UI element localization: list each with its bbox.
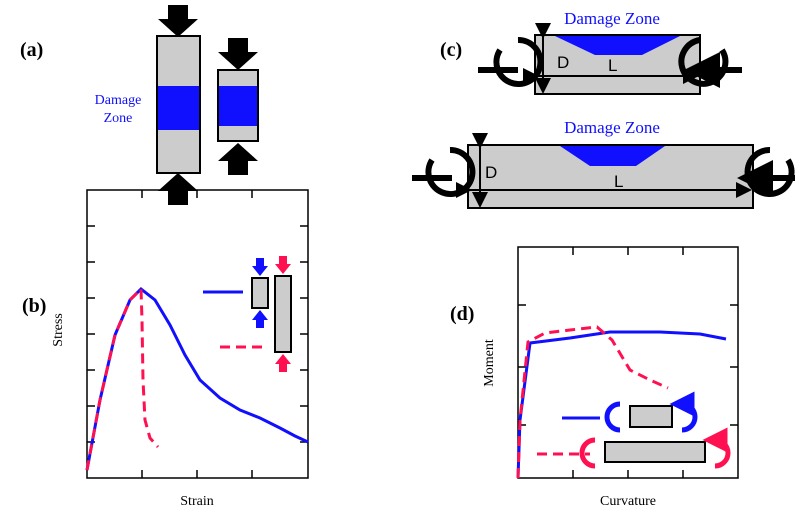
length-label: L <box>614 172 623 191</box>
panel-label: (c) <box>440 39 462 61</box>
panel-d: (d) Moment Curvature <box>450 247 738 509</box>
x-axis-label: Curvature <box>600 494 656 509</box>
y-axis-label: Stress <box>51 313 66 346</box>
length-label: L <box>608 56 617 75</box>
figure: (a) Damage Zone (b) Stress Strain (c) Da… <box>0 0 803 514</box>
legend-beam <box>605 442 705 462</box>
panel-b: (b) Stress Strain <box>22 190 308 509</box>
x-axis-label: Strain <box>180 494 213 509</box>
legend-column <box>275 276 291 352</box>
load-arrow <box>158 5 198 37</box>
damage-zone-label: Damage Zone <box>564 9 660 28</box>
depth-label: D <box>485 163 497 182</box>
damage-zone-label: Zone <box>104 111 133 126</box>
damage-zone <box>158 86 199 130</box>
panel-label: (a) <box>20 39 43 61</box>
panel-a: (a) Damage Zone <box>20 5 258 205</box>
damage-zone-label: Damage Zone <box>564 118 660 137</box>
load-arrow <box>218 143 258 175</box>
panel-label: (d) <box>450 303 474 325</box>
damage-zone <box>219 86 257 126</box>
panel-c: (c) Damage Zone D L Damage Zone D L <box>412 9 795 208</box>
panel-label: (b) <box>22 295 46 317</box>
legend-beam <box>630 406 672 427</box>
load-arrow <box>158 173 198 205</box>
y-axis-label: Moment <box>482 339 497 387</box>
damage-zone-label: Damage <box>95 93 142 108</box>
depth-label: D <box>557 53 569 72</box>
legend-column <box>252 278 268 308</box>
load-arrow <box>218 38 258 70</box>
